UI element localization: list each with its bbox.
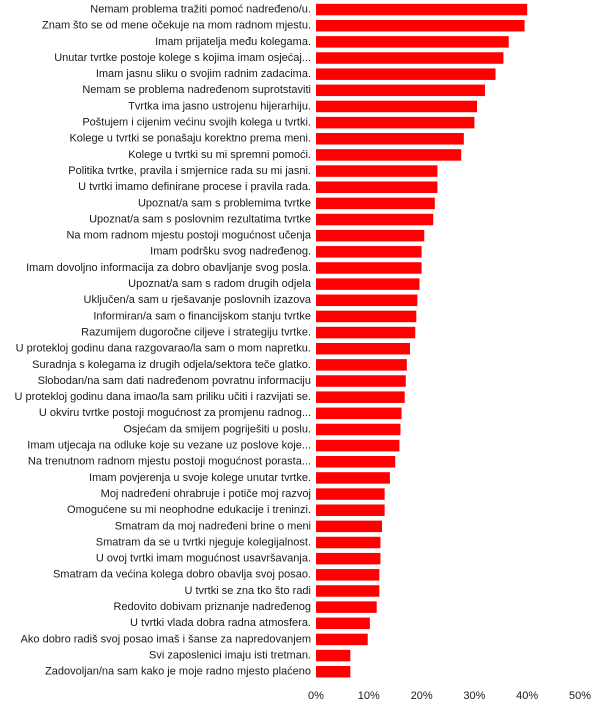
bar <box>316 278 420 290</box>
bar <box>316 665 351 678</box>
bar <box>316 84 485 97</box>
bar <box>316 36 509 48</box>
category-label: Ako dobro radiš svoj posao imaš i šanse … <box>21 633 311 645</box>
bar <box>316 456 396 468</box>
category-label: Suradnja s kolegama iz drugih odjela/sek… <box>32 359 311 371</box>
category-label: Upoznat/a sam s radom drugih odjela <box>128 278 312 290</box>
bar <box>316 472 390 484</box>
bar <box>316 649 351 662</box>
bar <box>316 229 425 242</box>
category-label: U okviru tvrtke postoji mogućnost za pro… <box>39 407 311 419</box>
bars-group <box>316 3 528 678</box>
category-label: Moj nadređeni ohrabruje i potiče moj raz… <box>101 488 311 500</box>
bar <box>316 181 438 193</box>
category-label: Imam dovoljno informacija za dobro obavl… <box>26 262 311 274</box>
bar <box>316 569 380 581</box>
x-tick-label: 0% <box>308 690 324 702</box>
category-label: U tvrtki se zna tko što radi <box>184 585 311 597</box>
bar <box>316 601 377 613</box>
bar <box>316 407 402 420</box>
bar <box>316 68 496 80</box>
category-label: Imam povjerenja u svoje kolege unutar tv… <box>89 472 311 484</box>
category-label: Imam podršku svog nadređenog. <box>150 246 311 258</box>
bar <box>316 310 417 323</box>
category-label: Unutar tvrtke postoje kolege s kojima im… <box>54 52 311 64</box>
category-label: Svi zaposlenici imaju isti tretman. <box>149 649 311 661</box>
bar <box>316 326 416 339</box>
category-label: U protekloj godinu dana razgovarao/la sa… <box>16 343 311 355</box>
category-label: Poštujem i cijenim većinu svojih kolega … <box>82 117 311 129</box>
category-label: Upoznat/a sam s poslovnim rezultatima tv… <box>89 213 311 225</box>
category-label: Smatram da moj nadređeni brine o meni <box>115 520 311 532</box>
bar <box>316 246 422 258</box>
bar <box>316 100 478 113</box>
category-label: Kolege u tvrtki se ponašaju korektno pre… <box>69 133 311 145</box>
category-label: Zadovoljan/na sam kako je moje radno mje… <box>45 666 311 678</box>
bar <box>316 423 401 436</box>
x-tick-label: 50% <box>569 690 591 702</box>
category-label: U tvrtki imamo definirane procese i prav… <box>78 181 311 193</box>
x-tick-label: 10% <box>358 690 380 702</box>
bar <box>316 585 380 597</box>
bar <box>316 375 406 387</box>
bar <box>316 213 434 226</box>
bar <box>316 359 407 371</box>
bar <box>316 165 438 177</box>
bar <box>316 439 400 452</box>
category-label: Imam jasnu sliku o svojim radnim zadacim… <box>96 68 311 80</box>
category-label: Imam utjecaja na odluke koje su vezane u… <box>27 440 311 452</box>
category-label: Smatram da se u tvrtki njeguje kolegijal… <box>96 536 311 548</box>
bar <box>316 617 370 630</box>
category-label: Na mom radnom mjestu postoji mogućnost u… <box>66 230 311 242</box>
x-tick-label: 30% <box>463 690 485 702</box>
x-axis-ticks-group: 0% 10% 20% 30% 40% 50% <box>308 690 591 702</box>
bar <box>316 149 462 161</box>
bar <box>316 197 435 210</box>
category-label: Redovito dobivam priznanje nadređenog <box>113 601 311 613</box>
bar <box>316 488 385 500</box>
bar <box>316 52 504 64</box>
category-label: Nemam se problema nadređenom suprotstavi… <box>82 84 311 96</box>
category-label: Imam prijatelja među kolegama. <box>155 36 311 48</box>
bar <box>316 520 382 533</box>
category-label: Omogućene su mi neophodne edukacije i tr… <box>67 504 311 516</box>
category-label: Znam što se od mene očekuje na mom radno… <box>42 20 311 32</box>
bar <box>316 342 410 355</box>
bar <box>316 391 405 403</box>
x-tick-label: 20% <box>411 690 433 702</box>
category-labels-group: Nemam problema tražiti pomoć nadređeno/u… <box>14 3 311 677</box>
category-label: Slobodan/na sam dati nadređenom povratnu… <box>38 375 311 387</box>
bar <box>316 294 418 307</box>
category-label: Kolege u tvrtki su mi spremni pomoći. <box>128 149 311 161</box>
bar <box>316 262 422 274</box>
bar <box>316 552 381 565</box>
category-label: Uključen/a sam u rješavanje poslovnih iz… <box>84 294 312 306</box>
category-label: Na trenutnom radnom mjestu postoji moguć… <box>28 456 311 468</box>
category-label: Smatram da većina kolega dobro obavlja s… <box>53 569 311 581</box>
bar <box>316 3 528 16</box>
category-label: U protekloj godinu dana imao/la sam pril… <box>14 391 311 403</box>
bar <box>316 116 475 129</box>
bar <box>316 19 525 32</box>
category-label: Politika tvrtke, pravila i smjernice rad… <box>68 165 311 177</box>
bar <box>316 536 381 549</box>
x-tick-label: 40% <box>516 690 538 702</box>
category-label: Informiran/a sam o financijskom stanju t… <box>93 310 311 322</box>
category-label: Tvrtka ima jasno ustrojenu hijerarhiju. <box>128 100 311 112</box>
bar <box>316 633 368 646</box>
category-label: Nemam problema tražiti pomoć nadređeno/u… <box>90 3 311 15</box>
category-label: U ovoj tvrtki imam mogućnost usavršavanj… <box>96 553 311 565</box>
category-label: U tvrtki vlada dobra radna atmosfera. <box>130 617 311 629</box>
category-label: Razumijem dugoročne ciljeve i strategiju… <box>81 326 311 338</box>
category-label: Osjećam da smijem pogriješiti u poslu. <box>123 423 311 435</box>
bar <box>316 133 464 145</box>
category-label: Upoznat/a sam s problemima tvrtke <box>138 197 311 209</box>
bar <box>316 504 385 516</box>
